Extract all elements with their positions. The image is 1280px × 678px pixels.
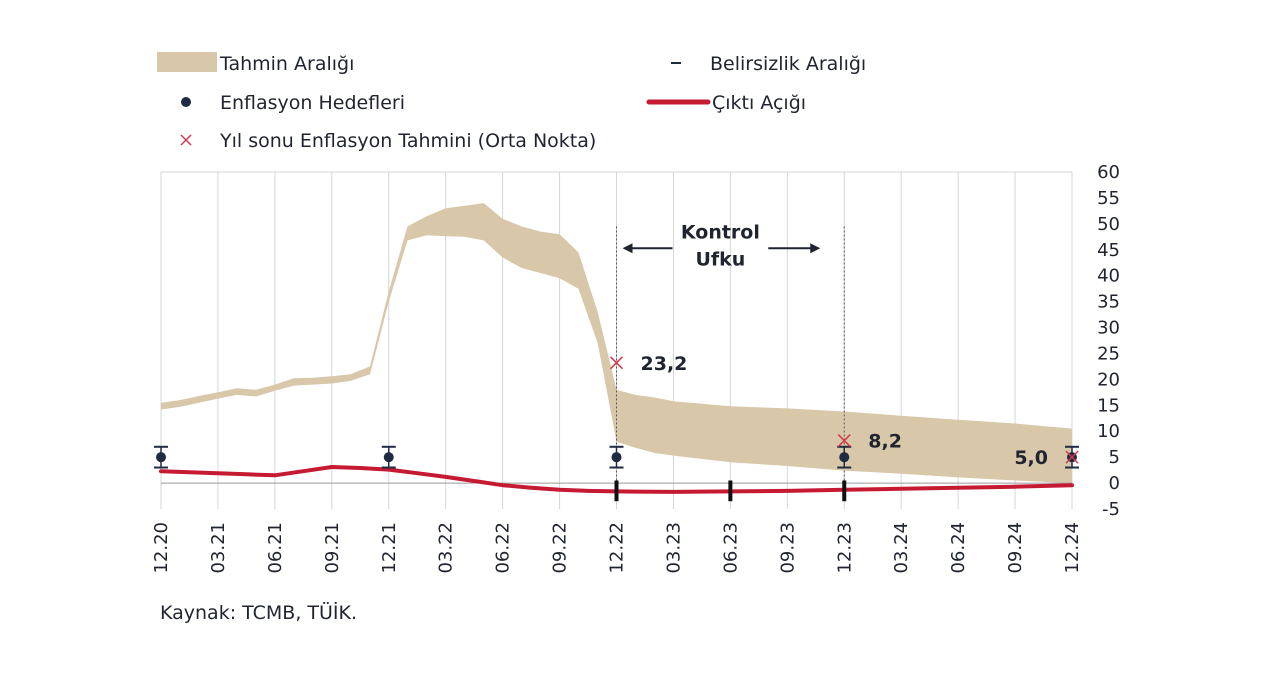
chart: Tahmin Aralığı Belirsizlik Aralığı Enfla… xyxy=(151,52,1120,574)
target-dot xyxy=(839,452,850,463)
y-tick-label: 45 xyxy=(1097,240,1120,261)
yearend-label: 8,2 xyxy=(868,431,902,453)
yearend-label: 23,2 xyxy=(641,353,688,375)
y-tick-label: 25 xyxy=(1097,343,1120,364)
y-tick-label: -5 xyxy=(1102,499,1120,520)
x-tick-label: 03.24 xyxy=(891,522,912,574)
x-tick-label: 06.23 xyxy=(720,522,741,574)
horizon-arrowhead-right xyxy=(810,243,821,254)
yearend-cross xyxy=(609,356,624,370)
inflation-target xyxy=(154,445,168,469)
output-gap-markers xyxy=(614,480,847,502)
legend: Tahmin Aralığı Belirsizlik Aralığı Enfla… xyxy=(157,52,866,152)
target-dot xyxy=(611,452,622,463)
inflation-target xyxy=(837,445,852,469)
x-tick-label: 09.22 xyxy=(550,522,571,574)
yearend-label: 5,0 xyxy=(1014,447,1048,469)
y-tick-label: 50 xyxy=(1097,214,1120,235)
x-tick-label: 09.23 xyxy=(777,522,798,574)
yearend-forecast: 5,0 xyxy=(1014,447,1079,469)
y-tick-label: 30 xyxy=(1097,318,1120,339)
x-tick-label: 12.24 xyxy=(1062,522,1083,574)
yearend-forecasts: 23,2 8,2 5,0 xyxy=(609,353,1079,469)
y-tick-label: 15 xyxy=(1097,395,1120,416)
output-gap-marker xyxy=(842,480,847,502)
source-note: Kaynak: TCMB, TÜİK. xyxy=(160,602,358,624)
x-tick-label: 06.21 xyxy=(265,522,286,574)
y-tick-label: 60 xyxy=(1097,162,1120,183)
legend-uncertainty-label: Belirsizlik Aralığı xyxy=(710,53,866,75)
y-tick-label: 35 xyxy=(1097,292,1120,313)
yearend-forecast: 8,2 xyxy=(837,431,902,453)
target-dot xyxy=(156,452,166,463)
yearend-cross xyxy=(837,434,851,448)
legend-targets-swatch xyxy=(181,97,191,107)
x-tick-label: 03.22 xyxy=(436,522,457,574)
output-gap-marker xyxy=(728,480,733,502)
legend-yearend-swatch xyxy=(180,134,192,146)
legend-targets-label: Enflasyon Hedefleri xyxy=(220,92,405,114)
y-tick-label: 20 xyxy=(1097,369,1120,390)
x-tick-label: 06.22 xyxy=(493,522,514,574)
y-tick-label: 55 xyxy=(1097,188,1120,209)
x-tick-label: 12.21 xyxy=(379,522,400,574)
forecast-band xyxy=(161,203,1072,484)
x-tick-label: 06.24 xyxy=(948,522,969,574)
y-tick-label: 0 xyxy=(1109,473,1120,494)
horizon-label-line2: Ufku xyxy=(695,248,745,270)
legend-yearend-label: Yıl sonu Enflasyon Tahmini (Orta Nokta) xyxy=(219,130,596,152)
inflation-target xyxy=(609,445,624,469)
horizon-arrowhead-left xyxy=(622,243,633,254)
x-tick-label: 12.23 xyxy=(834,522,855,574)
x-tick-label: 03.23 xyxy=(663,522,684,574)
yearend-forecast: 23,2 xyxy=(609,353,688,375)
x-tick-label: 12.20 xyxy=(151,522,172,574)
y-tick-label: 5 xyxy=(1109,447,1120,468)
x-tick-label: 09.21 xyxy=(322,522,343,574)
x-tick-label: 12.22 xyxy=(607,522,628,574)
horizon-label-line1: Kontrol xyxy=(681,221,760,243)
legend-output-gap-label: Çıktı Açığı xyxy=(712,92,806,114)
x-tick-label: 09.24 xyxy=(1005,522,1026,574)
yearend-cross xyxy=(1065,450,1079,464)
legend-band-swatch xyxy=(157,52,217,72)
y-tick-label: 40 xyxy=(1097,266,1120,287)
target-dot xyxy=(383,452,394,463)
control-horizon: Kontrol Ufku xyxy=(616,221,845,494)
legend-band-label: Tahmin Aralığı xyxy=(219,53,354,75)
y-tick-label: 10 xyxy=(1097,421,1120,442)
inflation-target xyxy=(381,445,396,469)
x-tick-label: 03.21 xyxy=(208,522,229,574)
output-gap-marker xyxy=(614,480,619,502)
x-axis-ticks: 12.20 03.21 06.21 09.21 12.21 03.22 06.22 09.22… xyxy=(151,522,1083,574)
